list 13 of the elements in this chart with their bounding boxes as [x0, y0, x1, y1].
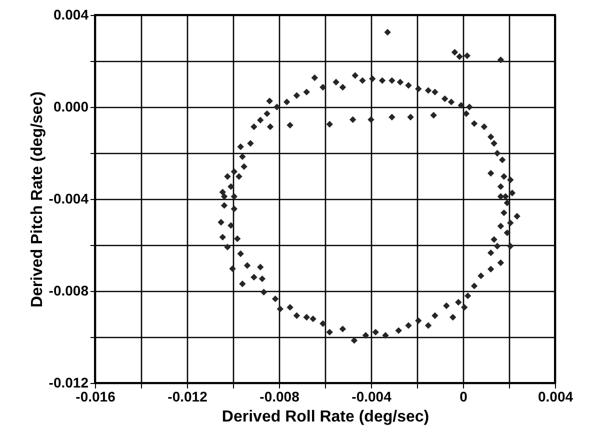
- x-tick-label: -0.012: [168, 388, 208, 404]
- x-tick-label: -0.016: [76, 388, 116, 404]
- x-tick-label: -0.008: [260, 388, 300, 404]
- x-tick-label: 0: [460, 388, 468, 404]
- x-axis-title: Derived Roll Rate (deg/sec): [222, 408, 430, 426]
- x-tick-label: 0.004: [538, 388, 574, 404]
- x-tick-label: -0.004: [352, 388, 392, 404]
- y-tick-label: -0.004: [48, 190, 89, 206]
- y-tick-label: -0.012: [48, 374, 89, 390]
- y-axis-title: Derived Pitch Rate (deg/sec): [28, 91, 46, 308]
- y-tick-label: -0.008: [48, 282, 89, 298]
- y-tick-label: 0.000: [53, 98, 89, 114]
- y-tick-label: 0.004: [53, 6, 89, 22]
